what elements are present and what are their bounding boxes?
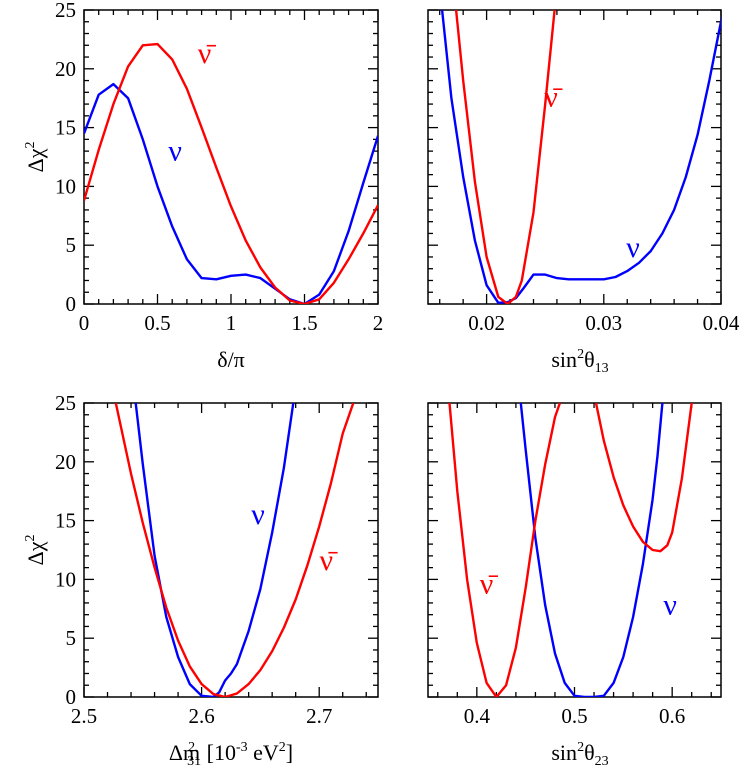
y-tick-label: 10 xyxy=(55,174,76,198)
series-curve-nubar xyxy=(594,403,693,553)
x-tick-label: 1 xyxy=(226,311,237,335)
panel-dcp: 0 5 10 15 20 25 0 0.5 1 1.5 2 δ/π Δχ2 ν … xyxy=(23,0,383,372)
x-axis-label: Δm2 31 [10-3 eV2] xyxy=(169,740,293,769)
series-label-nu: ν xyxy=(251,498,265,531)
x-tick-label: 0.03 xyxy=(585,311,622,335)
series-curve-nu xyxy=(440,10,721,304)
x-axis-label-unit-c: ] xyxy=(286,740,293,765)
y-tick-label: 5 xyxy=(66,626,77,650)
x-tick-label: 2.6 xyxy=(188,704,214,728)
x-axis-label-sub: 23 xyxy=(595,754,609,769)
x-tick-label: 0 xyxy=(79,311,90,335)
x-axis-label: sin2θ13 xyxy=(551,347,608,376)
x-tick-label: 0.04 xyxy=(703,311,740,335)
series-curve-nubar xyxy=(84,42,378,304)
x-axis-label: sin2θ23 xyxy=(551,740,608,769)
series-curve-nu xyxy=(84,82,378,304)
y-tick-label: 25 xyxy=(55,391,76,415)
y-tick-label: 15 xyxy=(55,116,76,140)
series-curve-nubar xyxy=(454,10,556,304)
y-tick-label: 20 xyxy=(55,450,76,474)
panel-dcp-frame xyxy=(83,9,379,305)
x-tick-label: 0.5 xyxy=(144,311,170,335)
y-tick-label: 0 xyxy=(66,685,77,709)
series-curve-nu xyxy=(519,403,664,697)
x-tick-label: 2 xyxy=(373,311,384,335)
x-axis-label-sub: 13 xyxy=(595,361,609,376)
x-axis-label-main: Δm xyxy=(169,740,200,765)
y-tick-label: 10 xyxy=(55,567,76,591)
x-axis-label-sup: 2 xyxy=(577,740,584,755)
x-axis-label: δ/π xyxy=(217,347,245,372)
x-axis-label-unit-a: [10 xyxy=(201,740,236,765)
panel-dm31: 0 5 10 15 20 25 2.5 2.6 2.7 Δm2 31 [10-3 … xyxy=(23,391,379,769)
series-label-nu: ν xyxy=(663,589,677,622)
x-tick-label: 0.4 xyxy=(464,704,491,728)
y-tick-label: 5 xyxy=(66,233,77,257)
y-tick-label: 20 xyxy=(55,57,76,81)
y-tick-label: 15 xyxy=(55,509,76,533)
series-label-nu: ν xyxy=(626,231,640,264)
x-axis-label-unit-b: eV xyxy=(248,740,279,765)
x-axis-label-exp2: 2 xyxy=(279,740,286,755)
x-axis-label-main: sin xyxy=(551,740,577,765)
x-axis-label-theta: θ xyxy=(584,347,595,372)
panel-dm31-frame xyxy=(83,402,379,698)
y-axis-label-sup: 2 xyxy=(23,142,38,149)
y-axis-label-main: Δχ xyxy=(23,148,48,172)
y-tick-label: 0 xyxy=(66,292,77,316)
x-axis-label-main: sin xyxy=(551,347,577,372)
panel-th13-frame xyxy=(427,9,722,305)
series-label-nubar: ν̄ xyxy=(544,80,563,113)
series-curve-nubar xyxy=(448,403,562,697)
series-curve-nubar xyxy=(114,403,355,697)
panel-th23: 0.4 0.5 0.6 sin2θ23 ν̄ ν xyxy=(427,402,722,769)
x-axis-label-exp: -3 xyxy=(236,740,248,755)
panel-th13: 0.02 0.03 0.04 sin2θ13 ν ν̄ xyxy=(427,9,740,376)
panel-th23-frame xyxy=(427,402,722,698)
x-tick-label: 1.5 xyxy=(291,311,317,335)
x-axis-label-theta: θ xyxy=(584,740,595,765)
series-label-nubar: ν̄ xyxy=(198,37,217,70)
series-label-nubar: ν̄ xyxy=(319,544,338,577)
series-curve-nu xyxy=(134,403,295,697)
series-label-nubar: ν̄ xyxy=(480,568,499,601)
x-tick-label: 0.6 xyxy=(659,704,685,728)
y-axis-label-sup: 2 xyxy=(23,535,38,542)
y-tick-label: 25 xyxy=(55,0,76,22)
x-tick-label: 0.5 xyxy=(561,704,587,728)
y-axis-label: Δχ2 xyxy=(23,142,48,173)
y-axis-label: Δχ2 xyxy=(23,535,48,566)
x-tick-label: 2.5 xyxy=(71,704,97,728)
x-axis-label-sup: 2 xyxy=(188,740,195,755)
x-axis-label-sup: 2 xyxy=(577,347,584,362)
x-tick-label: 0.02 xyxy=(468,311,505,335)
x-axis-label-sub: 31 xyxy=(187,754,201,769)
series-label-nu: ν xyxy=(168,135,182,168)
x-tick-label: 2.7 xyxy=(306,704,332,728)
y-axis-label-main: Δχ xyxy=(23,541,48,565)
